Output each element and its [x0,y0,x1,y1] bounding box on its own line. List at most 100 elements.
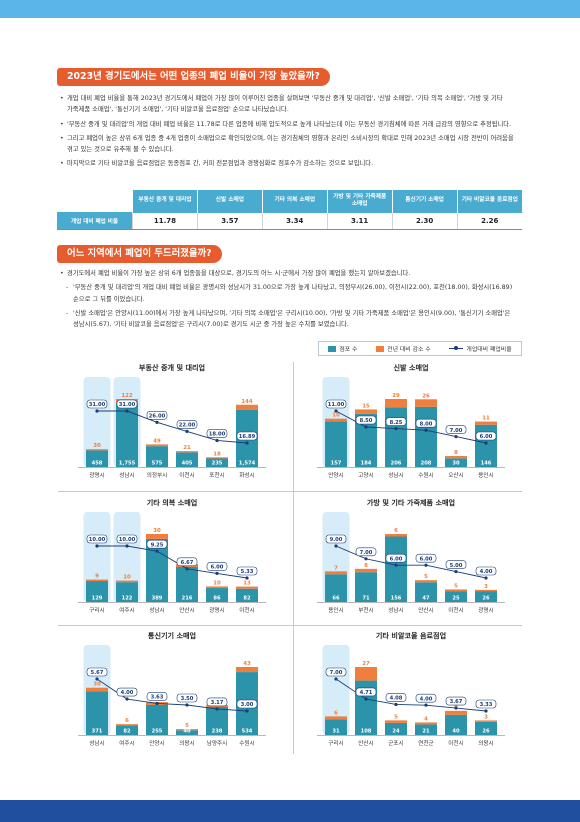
x-tick-label: 광명시 [478,607,493,614]
decrease-value-label: 15 [362,403,370,409]
ratio-point [454,706,458,710]
stores-value-label: 25 [452,595,460,601]
x-tick-label: 구리시 [328,739,343,747]
ratio-point [484,709,488,713]
ratio-line-icon [449,346,464,351]
bar-decrease [325,716,347,720]
decrease-value-label: 26 [422,393,430,399]
ratio-label-box [146,692,168,701]
x-tick-label: 광명시 [89,472,104,479]
stores-value-label: 82 [243,595,251,601]
bar-stores [475,721,497,735]
ratio-label-box [236,566,258,576]
ratio-label-box [445,425,467,434]
section-heading-closure-by-region: 어느 지역에서 폐업이 두드러졌을까? [57,245,222,263]
table-cell: 2.26 [456,212,522,230]
bar-decrease [206,457,228,459]
x-tick-label: 안산시 [358,739,373,747]
bar-stores [475,591,497,602]
ratio-point [125,544,129,548]
ratio-label-box [325,399,347,409]
chart-panel: 기타 비알코올 음료점업 31 6 구리시 108 27 안산시 24 5 군포시 21 4 연천군 40… [300,630,522,753]
decrease-value-label: 49 [153,438,161,444]
ratio-value-label: 31.00 [119,402,136,408]
ratio-value-label: 11.00 [328,402,345,408]
ratio-point [334,677,338,681]
legend-label: 전년 대비 감소 수 [387,347,431,353]
section-heading-closure-by-industry: 2023년 경기도에서는 어떤 업종의 폐업 비율이 가장 높았을까? [57,68,330,86]
x-tick-label: 연천군 [418,739,433,747]
x-tick-label: 안산시 [179,606,194,614]
bar-decrease [176,451,198,453]
highlight-column [83,377,111,467]
ratio-label-box [116,399,138,409]
ratio-label-box [325,534,347,544]
stores-value-label: 82 [123,728,131,734]
ratio-label-box [355,415,377,425]
ratio-label-box [116,687,138,697]
ratio-value-label: 4.08 [390,696,403,702]
ratio-point [155,701,159,706]
stores-value-label: 66 [332,595,340,601]
x-tick-label: 화성시 [239,471,254,479]
decrease-value-label: 21 [183,445,191,451]
decrease-value-label: 5 [394,714,398,720]
bar-stores [415,582,437,602]
ratio-label-box [206,562,228,571]
decrease-value-label: 8 [454,450,458,456]
table-cell: 3.57 [196,212,263,230]
ratio-value-label: 7.00 [330,670,343,676]
x-tick-label: 용인시 [328,607,343,614]
bar-stores [415,724,437,735]
bar-stores [325,421,347,467]
ratio-label-box [206,429,228,438]
ratio-point [215,438,219,443]
stores-value-label: 206 [391,460,402,466]
x-tick-label: 여주시 [119,739,134,747]
decrease-value-label: 3 [484,584,488,590]
decrease-value-label: 13 [243,581,251,587]
row-divider [58,625,522,626]
ratio-value-label: 7.00 [450,428,463,434]
chart-title: 신발 소매업 [393,363,429,372]
stores-value-label: 129 [92,595,103,601]
bar-stores [116,403,138,467]
x-tick-label: 여주시 [119,606,134,614]
chart-title: 기타 비알코올 음료점업 [375,631,447,640]
bar-stores [116,582,138,602]
stores-value-label: 40 [452,728,460,734]
bullet-item: 그리고 폐업이 높은 상위 6개 업종 중 4개 업종이 소매업으로 확인되었으… [60,133,522,156]
ratio-value-label: 5.33 [241,569,254,575]
ratio-line [335,410,487,444]
ratio-point [185,703,189,707]
ratio-value-label: 7.00 [360,550,373,556]
ratio-value-label: 6.00 [420,556,433,562]
ratio-value-label: 26.00 [149,414,166,420]
highlight-column [113,512,141,602]
table-header-cell: 가방 및 기타 가죽제품 소매업 [326,190,393,213]
bar-decrease [355,667,377,681]
x-tick-label: 수원시 [239,739,254,747]
ratio-value-label: 5.00 [450,563,463,569]
decrease-value-label: 30 [93,443,101,449]
ratio-value-label: 8.25 [390,420,403,426]
bar-decrease [415,399,437,407]
stores-value-label: 24 [392,728,400,734]
ratio-point [454,570,458,574]
ratio-label-box [475,431,497,441]
ratio-line [97,545,248,579]
bullet-item: '부동산 중개 및 대리업'의 개업 대비 폐업 비율은 11.78로 다른 업… [60,119,522,131]
decrease-value-label: 10 [123,575,131,581]
ratio-value-label: 10.00 [119,537,136,543]
stores-value-label: 71 [362,595,370,601]
bar-stores [146,446,168,467]
ratio-value-label: 4.71 [360,690,373,696]
bar-stores [445,591,467,602]
ratio-point [185,567,189,571]
table-header-cell: 기타 의복 소매업 [261,190,328,213]
ratio-point [364,557,368,561]
ratio-value-label: 3.50 [181,696,194,702]
legend-item-stores: 점포 수 [328,344,357,353]
x-tick-label: 이천시 [448,739,463,747]
ratio-label-box [176,693,198,703]
